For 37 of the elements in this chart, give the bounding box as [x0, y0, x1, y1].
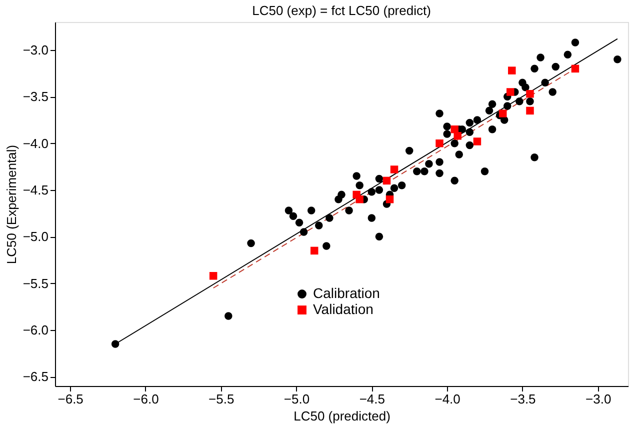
point [508, 66, 516, 74]
point [571, 64, 580, 73]
y-axis-title: LC50 (Experimental) [4, 144, 19, 264]
x-tick-label: −4.5 [359, 392, 385, 406]
legend-label: Validation [313, 301, 374, 317]
x-axis-title: LC50 (predicted) [294, 408, 390, 424]
y-tick-label: −5.0 [22, 229, 48, 244]
point [390, 166, 398, 174]
point [454, 132, 462, 140]
x-tick-label: −3.0 [586, 392, 612, 406]
x-tick-label: −4.0 [434, 392, 460, 406]
x-tick-label: −3.5 [510, 392, 536, 406]
y-tick-label: −5.5 [22, 276, 48, 291]
x-tick-label: −5.0 [284, 392, 310, 406]
point [436, 139, 444, 148]
x-tick-label: −6.5 [58, 392, 84, 406]
y-tick-label: −4.0 [22, 136, 48, 151]
legend-label: Calibration [313, 285, 380, 301]
y-tick-label: −6.5 [22, 369, 48, 384]
y-tick-label: −4.5 [22, 182, 48, 198]
point [386, 195, 394, 204]
y-tick-label: −3.5 [22, 89, 48, 104]
point [506, 88, 514, 96]
y-tick-label: −6.0 [22, 322, 48, 338]
x-tick-label: −5.5 [208, 392, 234, 406]
x-tick-label: −6.0 [133, 392, 159, 406]
point [450, 125, 458, 134]
point [526, 90, 534, 98]
chart-title: LC50 (exp) = fct LC50 (predict) [252, 3, 431, 18]
point [356, 195, 364, 204]
y-tick-label: −3.0 [22, 42, 48, 58]
point [209, 272, 218, 280]
point [498, 110, 507, 118]
point [526, 106, 534, 115]
point [382, 176, 391, 185]
point [310, 246, 318, 255]
point [473, 138, 482, 146]
